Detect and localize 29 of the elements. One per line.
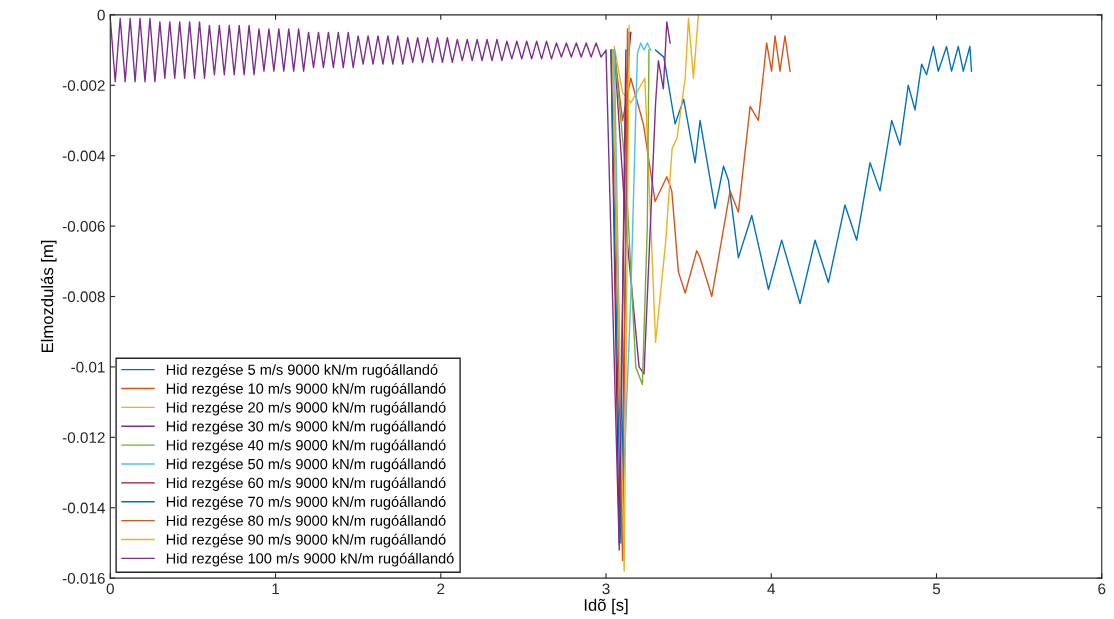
y-tick-label: -0.006 — [62, 220, 105, 232]
legend-label: Hid rezgése 10 m/s 9000 kN/m rugóállandó — [166, 382, 446, 397]
legend-label: Hid rezgése 60 m/s 9000 kN/m rugóállandó — [166, 477, 446, 491]
legend-label: Hid rezgése 100 m/s 9000 kN/m rugóállandó — [166, 552, 454, 567]
y-tick-label: 0 — [97, 9, 105, 21]
legend-label: Hid rezgése 5 m/s 9000 kN/m rugóállandó — [166, 364, 438, 378]
y-tick-label: -0.016 — [62, 573, 105, 584]
x-tick-label: 2 — [437, 583, 445, 595]
y-tick-label: -0.004 — [62, 150, 105, 162]
x-tick-label: 1 — [272, 583, 280, 595]
legend-label: Hid rezgése 90 m/s 9000 kN/m rugóállandó — [166, 533, 446, 548]
y-tick-label: -0.014 — [62, 502, 105, 514]
x-tick-label: 5 — [932, 583, 941, 595]
legend-label: Hid rezgése 70 m/s 9000 kN/m rugóállandó — [166, 496, 446, 510]
y-tick-label: -0.01 — [71, 361, 105, 373]
x-tick-label: 3 — [602, 583, 610, 595]
x-tick-label: 0 — [106, 583, 114, 595]
legend-label: Hid rezgése 50 m/s 9000 kN/m rugóállandó — [166, 458, 446, 473]
legend-label: Hid rezgése 40 m/s 9000 kN/m rugóállandó — [166, 439, 446, 454]
y-tick-label: -0.012 — [62, 432, 105, 444]
x-axis-title: Idõ [s] — [584, 598, 628, 615]
legend-label: Hid rezgése 20 m/s 9000 kN/m rugóállandó — [166, 401, 446, 416]
x-tick-label: 6 — [1098, 583, 1106, 595]
legend-label: Hid rezgése 80 m/s 9000 kN/m rugóállandó — [166, 514, 446, 529]
x-tick-label: 4 — [767, 583, 776, 595]
y-tick-label: -0.002 — [62, 80, 105, 91]
y-axis-title: Elmozdulás [m] — [40, 240, 57, 353]
y-tick-label: -0.008 — [62, 291, 105, 303]
legend-label: Hid rezgése 30 m/s 9000 kN/m rugóállandó — [166, 420, 446, 435]
